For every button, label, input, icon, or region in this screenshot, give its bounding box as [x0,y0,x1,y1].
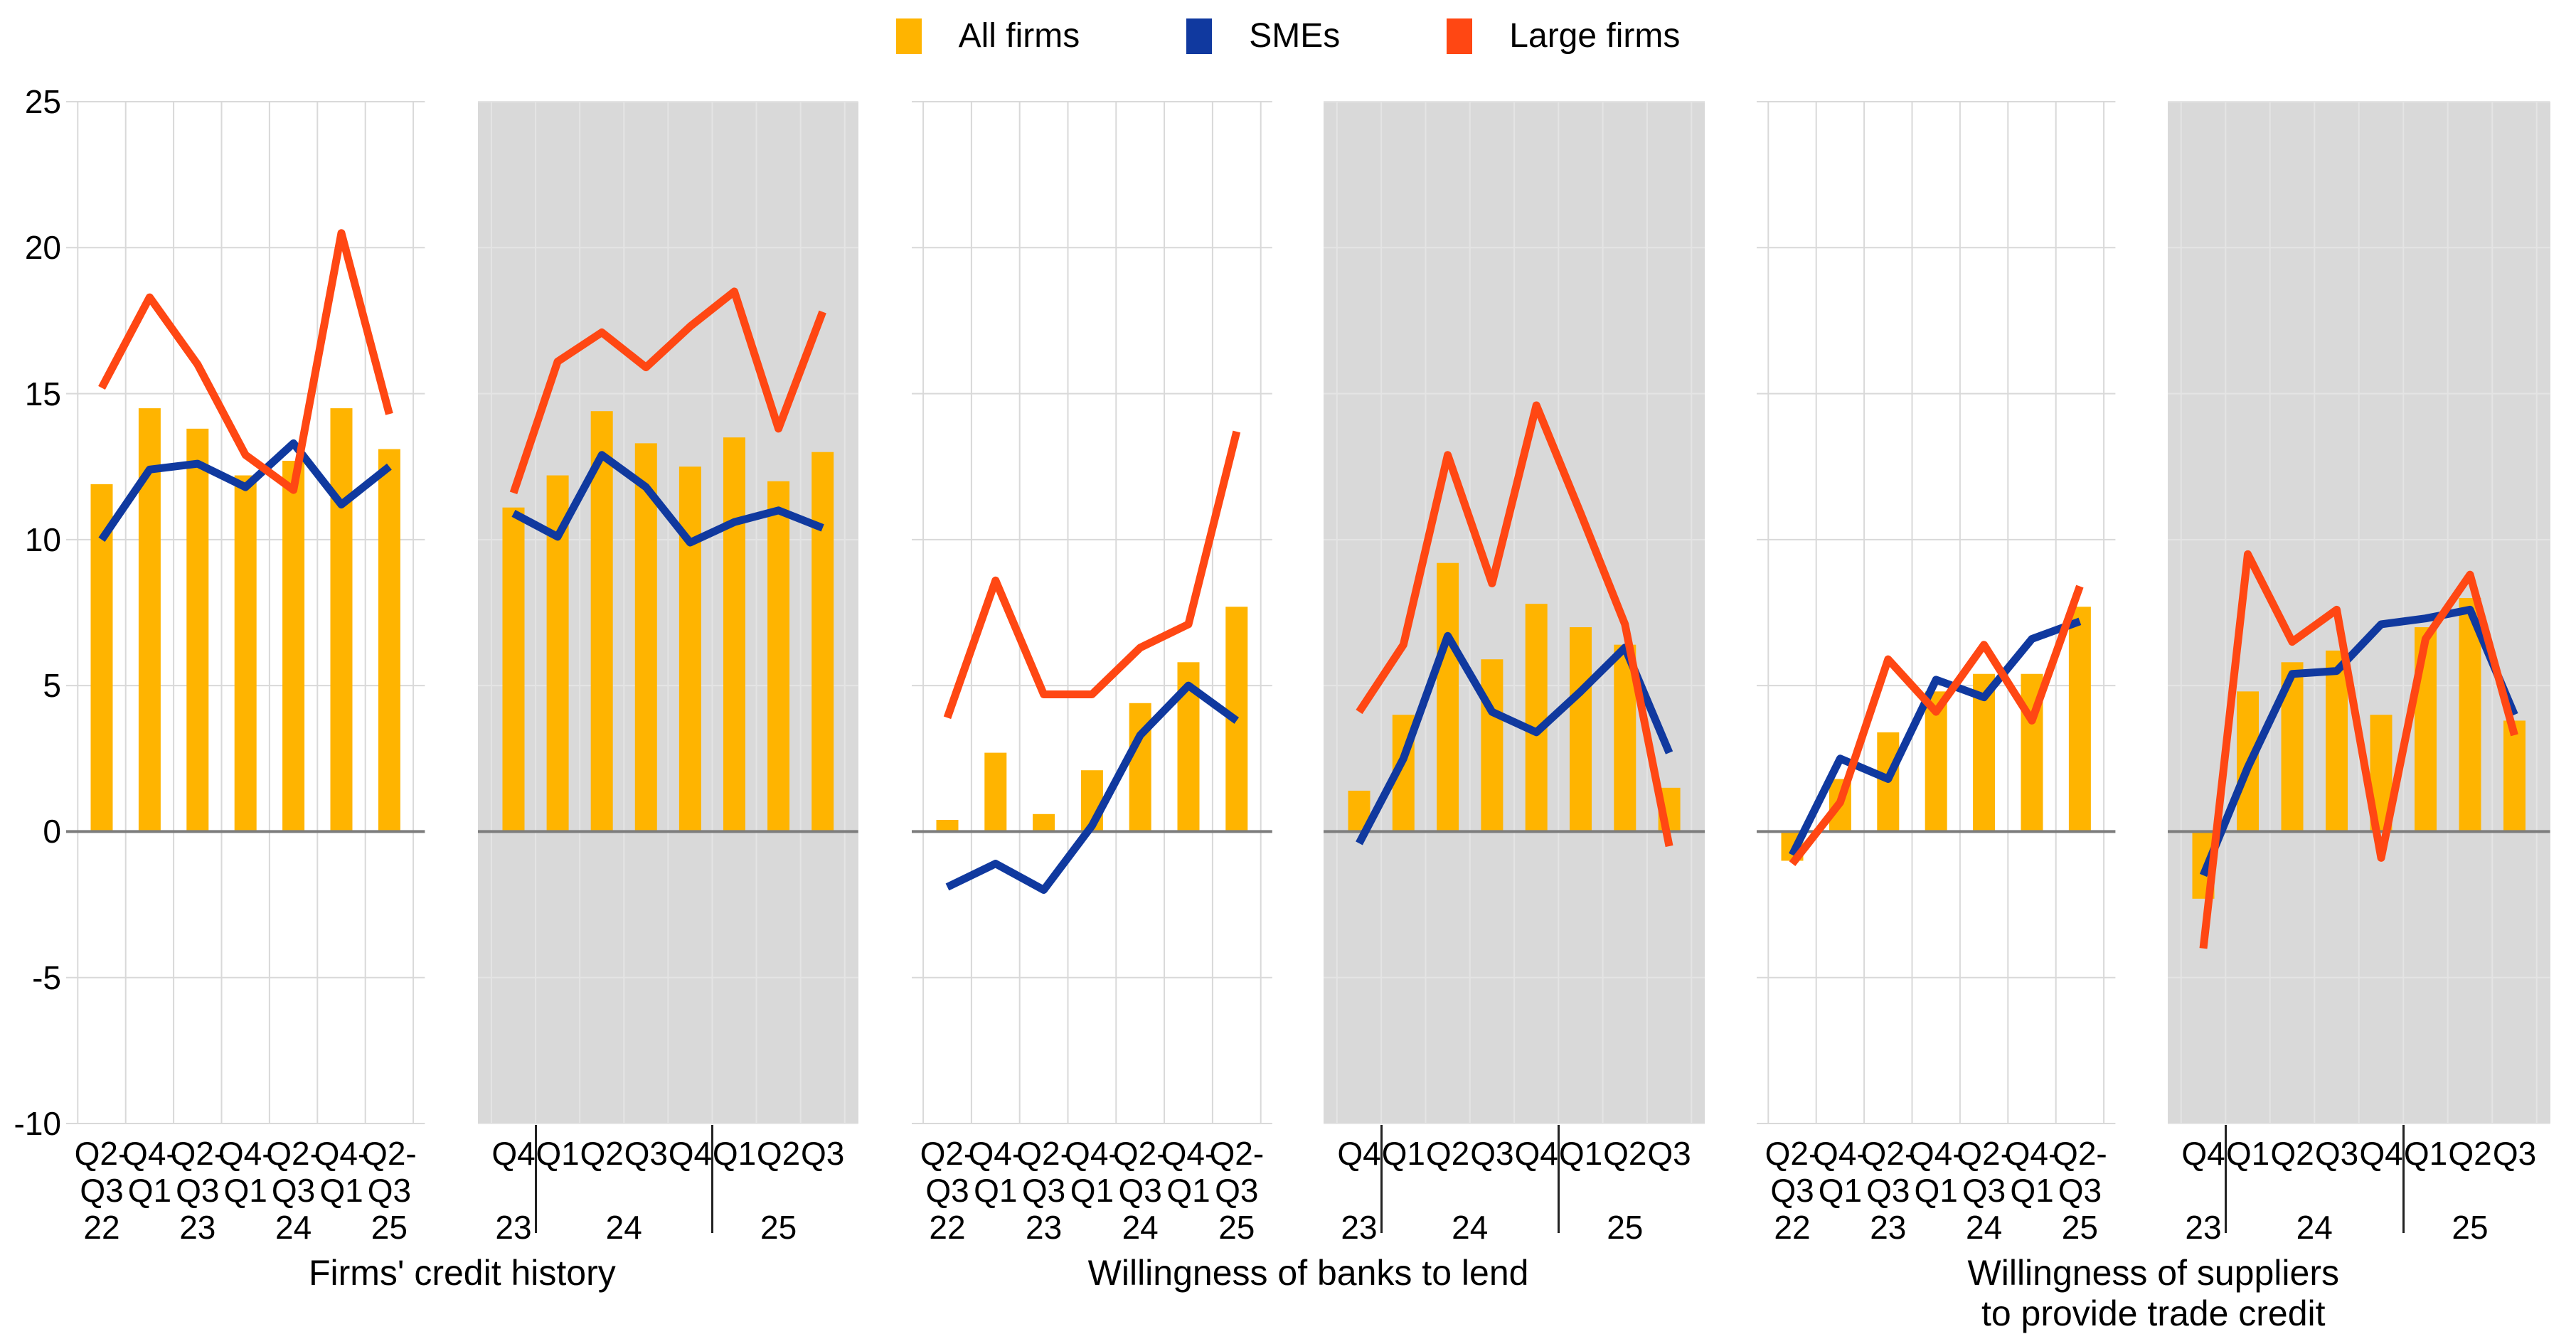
legend-label: Large firms [1509,18,1680,54]
bar-all-firms [186,429,208,832]
year-label: 25 [2420,1209,2520,1246]
panel-willingness-of-suppliers-to-provide-trade-credit-semiannual [1757,102,2115,1124]
y-tick-label: -5 [0,958,61,998]
year-label: 25 [729,1209,829,1246]
x-tick-label: Q3 [773,1135,873,1172]
year-label: 24 [574,1209,674,1246]
bar-all-firms [767,481,789,832]
year-label: 23 [2154,1209,2253,1246]
year-label: 23 [464,1209,563,1246]
year-separator [1380,1125,1383,1233]
y-tick-label: 15 [0,374,61,414]
bar-all-firms [1033,814,1055,832]
bar-all-firms [936,820,958,831]
panel-willingness-of-suppliers-to-provide-trade-credit-quarterly [2168,102,2550,1124]
bar-all-firms [1481,659,1503,831]
year-label: 25 [1575,1209,1675,1246]
bar-all-firms [378,449,400,832]
bar-all-firms [235,476,257,832]
legend-label: SMEs [1249,18,1340,54]
bar-all-firms [1526,604,1548,831]
legend-item-smes: SMEs [1186,18,1340,54]
bar-all-firms [723,437,745,831]
bar-all-firms [2326,651,2348,832]
y-tick-label: 20 [0,228,61,267]
panel-firms-credit-history-quarterly [478,102,858,1124]
year-separator [2225,1125,2227,1233]
group-title: Willingness of banks to lend [846,1253,1771,1293]
legend-swatch-large-firms [1447,18,1472,54]
year-label: 24 [1420,1209,1520,1246]
x-tick-label: Q3 [2465,1135,2565,1172]
legend-swatch-smes [1186,18,1212,54]
legend-label: All firms [959,18,1080,54]
group-title: Willingness of suppliers to provide trad… [1691,1253,2576,1334]
bar-all-firms [679,466,701,831]
bar-all-firms [984,753,1006,832]
panel-willingness-of-banks-to-lend-semiannual [912,102,1272,1124]
y-tick-label: 5 [0,666,61,705]
year-label: 23 [1309,1209,1409,1246]
year-separator [711,1125,713,1233]
y-tick-label: 0 [0,811,61,851]
year-separator [1558,1125,1560,1233]
x-tick-label: Q2- Q3 25 [339,1135,439,1246]
legend: All firms SMEs Large firms [0,18,2576,54]
group-title: Firms' credit history [0,1253,925,1293]
bar-all-firms [2069,607,2091,831]
bar-all-firms [1570,627,1592,831]
bar-all-firms [1437,563,1459,832]
x-tick-label: Q2- Q3 25 [2030,1135,2129,1246]
x-tick-label: Q2- Q3 25 [1187,1135,1287,1246]
panel-firms-credit-history-semiannual [66,102,425,1124]
year-separator [535,1125,537,1233]
bar-all-firms [811,452,834,832]
legend-item-all-firms: All firms [896,18,1080,54]
year-label: 24 [2264,1209,2364,1246]
bar-all-firms [282,461,304,831]
legend-item-large-firms: Large firms [1447,18,1680,54]
bar-all-firms [330,408,352,831]
bar-all-firms [2503,720,2526,831]
x-tick-label: Q3 [1619,1135,1719,1172]
y-tick-label: 10 [0,520,61,560]
year-separator [2402,1125,2405,1233]
legend-swatch-all-firms [896,18,922,54]
bar-all-firms [502,508,524,832]
y-tick-label: 25 [0,82,61,122]
panel-willingness-of-banks-to-lend-quarterly [1324,102,1705,1124]
